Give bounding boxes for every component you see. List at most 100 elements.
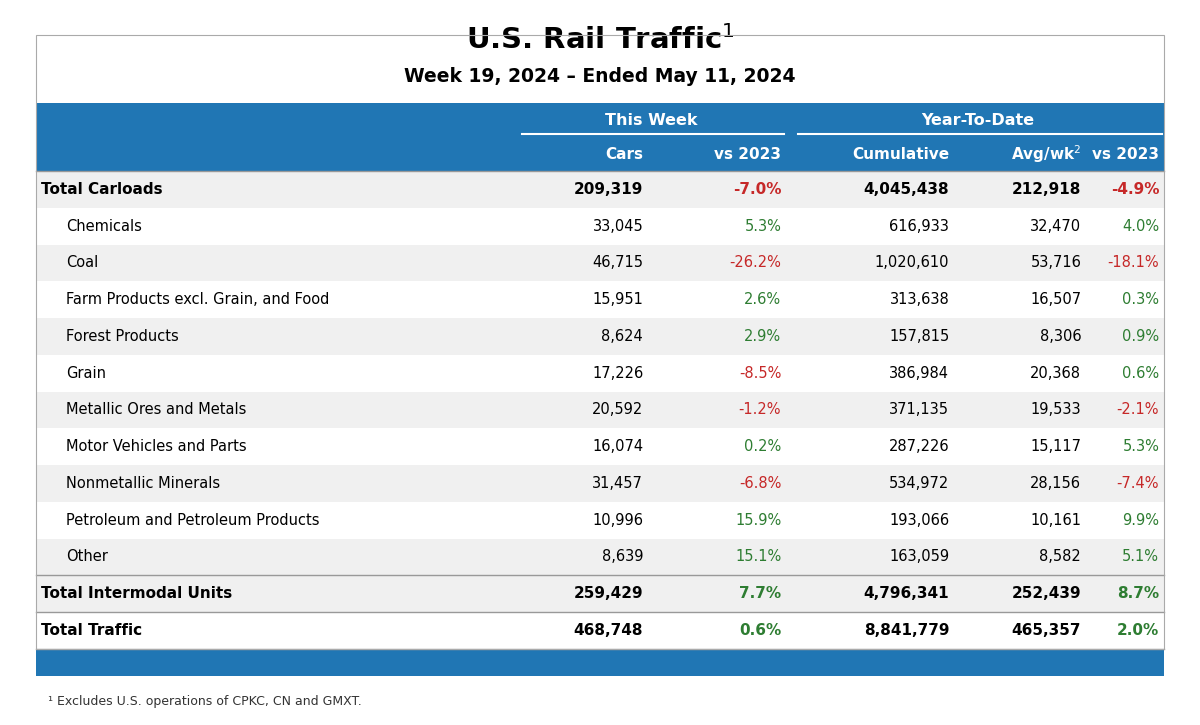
Text: Grain: Grain [66, 365, 106, 381]
Text: 163,059: 163,059 [889, 550, 949, 565]
Text: 386,984: 386,984 [889, 365, 949, 381]
Text: 16,507: 16,507 [1030, 292, 1081, 307]
Text: 252,439: 252,439 [1012, 587, 1081, 601]
Text: 157,815: 157,815 [889, 329, 949, 344]
Bar [36, 576, 1164, 612]
Text: 5.3%: 5.3% [744, 219, 781, 233]
Text: ¹ Excludes U.S. operations of CPKC, CN and GMXT.: ¹ Excludes U.S. operations of CPKC, CN a… [48, 695, 361, 708]
Text: 8,582: 8,582 [1039, 550, 1081, 565]
Text: 10,996: 10,996 [593, 513, 643, 528]
Text: 193,066: 193,066 [889, 513, 949, 528]
Text: 9.9%: 9.9% [1122, 513, 1159, 528]
Bar [36, 502, 1164, 539]
Text: 7.7%: 7.7% [739, 587, 781, 601]
Text: This Week: This Week [605, 113, 697, 128]
Text: Motor Vehicles and Parts: Motor Vehicles and Parts [66, 439, 247, 455]
Text: 15,951: 15,951 [593, 292, 643, 307]
Text: 8.7%: 8.7% [1117, 587, 1159, 601]
Text: -7.0%: -7.0% [733, 182, 781, 197]
Text: Farm Products excl. Grain, and Food: Farm Products excl. Grain, and Food [66, 292, 329, 307]
Text: 2.6%: 2.6% [744, 292, 781, 307]
Text: 31,457: 31,457 [593, 476, 643, 491]
Text: 4,045,438: 4,045,438 [864, 182, 949, 197]
Bar [36, 392, 1164, 428]
Text: 616,933: 616,933 [889, 219, 949, 233]
Text: 313,638: 313,638 [889, 292, 949, 307]
Text: 15.1%: 15.1% [734, 550, 781, 565]
Text: Week 19, 2024 – Ended May 11, 2024: Week 19, 2024 – Ended May 11, 2024 [404, 67, 796, 86]
Text: U.S. Rail Traffic$^{1}$: U.S. Rail Traffic$^{1}$ [466, 25, 734, 55]
Text: 32,470: 32,470 [1030, 219, 1081, 233]
Text: vs 2023: vs 2023 [714, 147, 781, 162]
Text: -26.2%: -26.2% [730, 255, 781, 270]
Text: 212,918: 212,918 [1012, 182, 1081, 197]
Text: 8,639: 8,639 [601, 550, 643, 565]
Text: Petroleum and Petroleum Products: Petroleum and Petroleum Products [66, 513, 319, 528]
Text: Chemicals: Chemicals [66, 219, 142, 233]
Text: 5.3%: 5.3% [1122, 439, 1159, 455]
Text: Total Intermodal Units: Total Intermodal Units [41, 587, 232, 601]
Bar [36, 539, 1164, 576]
Text: 0.9%: 0.9% [1122, 329, 1159, 344]
Text: Year-To-Date: Year-To-Date [922, 113, 1034, 128]
Bar [36, 355, 1164, 392]
Bar [36, 428, 1164, 465]
Text: vs 2023: vs 2023 [1092, 147, 1159, 162]
Text: 28,156: 28,156 [1030, 476, 1081, 491]
Text: 259,429: 259,429 [574, 587, 643, 601]
Text: 15,117: 15,117 [1030, 439, 1081, 455]
Text: 20,592: 20,592 [592, 402, 643, 418]
Text: Coal: Coal [66, 255, 98, 270]
Text: 0.3%: 0.3% [1122, 292, 1159, 307]
Bar [36, 171, 1164, 208]
Bar [36, 318, 1164, 355]
Text: 4.0%: 4.0% [1122, 219, 1159, 233]
Bar [36, 208, 1164, 244]
Text: 10,161: 10,161 [1030, 513, 1081, 528]
Text: 465,357: 465,357 [1012, 623, 1081, 638]
Bar [36, 103, 1164, 171]
Text: -4.9%: -4.9% [1111, 182, 1159, 197]
Bar [36, 35, 1164, 649]
Text: 46,715: 46,715 [593, 255, 643, 270]
Text: 8,841,779: 8,841,779 [864, 623, 949, 638]
Text: 2.9%: 2.9% [744, 329, 781, 344]
Bar [36, 244, 1164, 281]
Bar [36, 612, 1164, 649]
Bar [36, 465, 1164, 502]
Text: -1.2%: -1.2% [739, 402, 781, 418]
Text: 371,135: 371,135 [889, 402, 949, 418]
Text: Metallic Ores and Metals: Metallic Ores and Metals [66, 402, 246, 418]
Text: 1,020,610: 1,020,610 [875, 255, 949, 270]
Text: -6.8%: -6.8% [739, 476, 781, 491]
Text: Total Traffic: Total Traffic [41, 623, 142, 638]
Text: Cars: Cars [605, 147, 643, 162]
Text: 16,074: 16,074 [592, 439, 643, 455]
Text: 468,748: 468,748 [574, 623, 643, 638]
Text: 0.2%: 0.2% [744, 439, 781, 455]
Text: Cumulative: Cumulative [852, 147, 949, 162]
Text: Other: Other [66, 550, 108, 565]
Text: 19,533: 19,533 [1031, 402, 1081, 418]
Text: 5.1%: 5.1% [1122, 550, 1159, 565]
Text: -8.5%: -8.5% [739, 365, 781, 381]
Text: Avg/wk$^2$: Avg/wk$^2$ [1010, 144, 1081, 165]
Text: 0.6%: 0.6% [739, 623, 781, 638]
Text: 17,226: 17,226 [592, 365, 643, 381]
Text: 0.6%: 0.6% [1122, 365, 1159, 381]
Text: -2.1%: -2.1% [1117, 402, 1159, 418]
Bar [36, 649, 1164, 676]
Text: -18.1%: -18.1% [1108, 255, 1159, 270]
Text: 53,716: 53,716 [1031, 255, 1081, 270]
Bar [36, 281, 1164, 318]
Text: 287,226: 287,226 [888, 439, 949, 455]
Text: -7.4%: -7.4% [1117, 476, 1159, 491]
Text: 15.9%: 15.9% [734, 513, 781, 528]
Text: 4,796,341: 4,796,341 [864, 587, 949, 601]
Text: 8,306: 8,306 [1039, 329, 1081, 344]
Text: 20,368: 20,368 [1030, 365, 1081, 381]
Text: Nonmetallic Minerals: Nonmetallic Minerals [66, 476, 220, 491]
Text: 2.0%: 2.0% [1117, 623, 1159, 638]
Text: 534,972: 534,972 [889, 476, 949, 491]
Text: 33,045: 33,045 [593, 219, 643, 233]
